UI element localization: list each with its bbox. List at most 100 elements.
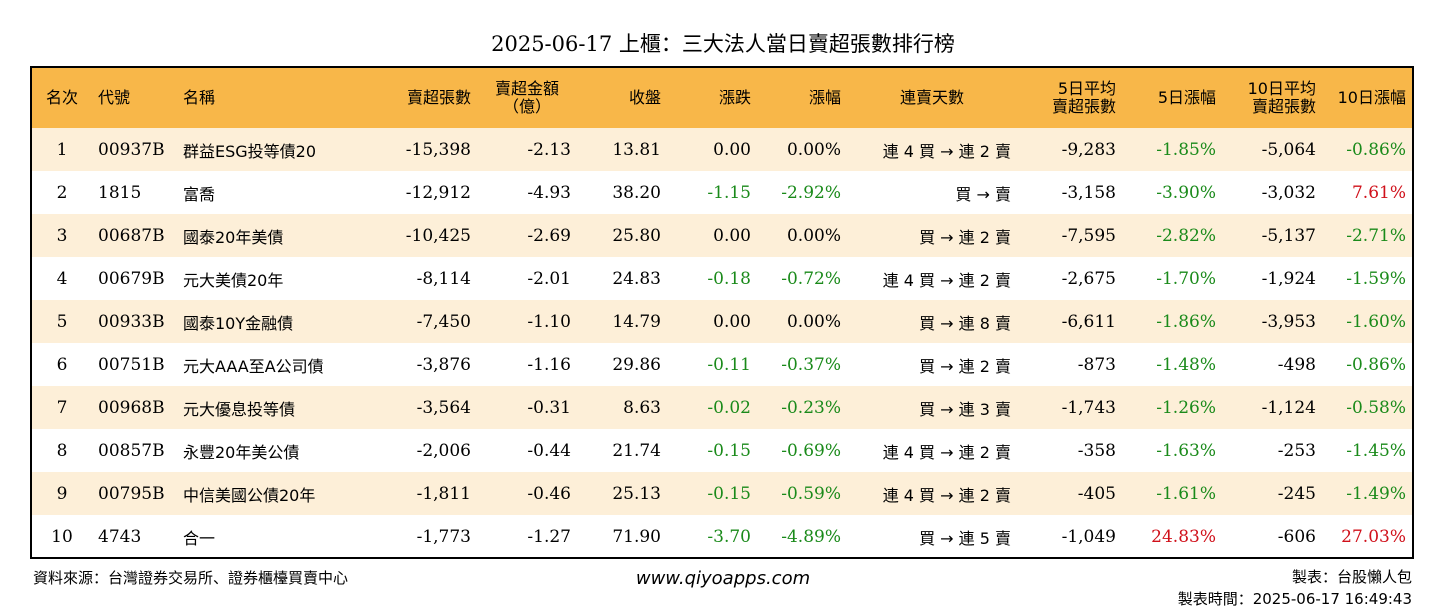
- cell-sell-amount: -0.31: [527, 397, 571, 418]
- cell-change-pct: -2.92%: [781, 182, 841, 203]
- header-avg10: 10日平均 賣超張數: [1222, 68, 1322, 128]
- cell-sell-amount: -2.13: [527, 139, 571, 160]
- cell-code: 00795B: [98, 483, 165, 504]
- footer-source: 資料來源：台灣證券交易所、證券櫃檯買賣中心: [33, 569, 349, 587]
- cell-close: 13.81: [612, 139, 661, 160]
- cell-name: 國泰10Y金融債: [183, 313, 294, 333]
- cell-change: -0.18: [707, 268, 751, 289]
- cell-change: -0.11: [707, 354, 751, 375]
- header-code: 代號: [98, 88, 131, 107]
- header-change: 漲跌: [718, 88, 751, 107]
- cell-code: 00679B: [98, 268, 165, 289]
- cell-rank: 10: [51, 526, 73, 547]
- table-row: 5 00933B 國泰10Y金融債 -7,450 -1.10 14.79 0.00 0.00%…: [32, 300, 1412, 343]
- cell-rank: 8: [56, 440, 68, 461]
- cell-streak: 連 4 買 → 連 2 賣: [882, 270, 1011, 290]
- cell-change: -0.02: [707, 397, 751, 418]
- cell-close: 29.86: [612, 354, 661, 375]
- cell-avg10: -3,032: [1261, 182, 1316, 203]
- cell-streak: 連 4 買 → 連 2 賣: [882, 442, 1011, 462]
- cell-pct10: -0.86%: [1346, 354, 1406, 375]
- header-close: 收盤: [628, 88, 661, 107]
- cell-code: 00937B: [98, 139, 165, 160]
- cell-avg5: -358: [1077, 440, 1116, 461]
- cell-pct5: 24.83%: [1151, 526, 1216, 547]
- table-row: 7 00968B 元大優息投等債 -3,564 -0.31 8.63 -0.02 -0.23%…: [32, 386, 1412, 429]
- page-title: 2025-06-17 上櫃：三大法人當日賣超張數排行榜: [491, 32, 955, 56]
- cell-code: 00857B: [98, 440, 165, 461]
- cell-rank: 4: [56, 268, 68, 289]
- cell-code: 00933B: [98, 311, 165, 332]
- cell-code: 00687B: [98, 225, 165, 246]
- cell-change: -0.15: [707, 483, 751, 504]
- cell-close: 71.90: [612, 526, 661, 547]
- cell-change: -1.15: [707, 182, 751, 203]
- cell-close: 21.74: [612, 440, 661, 461]
- header-avg10-line2: 賣超張數: [1251, 97, 1316, 116]
- cell-rank: 3: [56, 225, 68, 246]
- header-avg10-line1: 10日平均: [1247, 79, 1316, 98]
- cell-pct5: -1.48%: [1156, 354, 1216, 375]
- cell-name: 合一: [183, 528, 216, 548]
- header-rank: 名次: [45, 88, 78, 107]
- cell-avg10: -253: [1277, 440, 1316, 461]
- cell-rank: 9: [56, 483, 68, 504]
- header-sell-amount-line2: （億）: [502, 97, 551, 116]
- cell-code: 00968B: [98, 397, 165, 418]
- cell-avg5: -1,049: [1061, 526, 1116, 547]
- cell-code: 1815: [98, 182, 142, 203]
- cell-avg5: -1,743: [1061, 397, 1116, 418]
- cell-sell-volume: -3,564: [416, 397, 471, 418]
- cell-change: -3.70: [707, 526, 751, 547]
- cell-avg10: -606: [1277, 526, 1316, 547]
- cell-avg5: -6,611: [1061, 311, 1116, 332]
- cell-pct10: -1.45%: [1346, 440, 1406, 461]
- cell-change-pct: -4.89%: [781, 526, 841, 547]
- cell-name: 永豐20年美公債: [183, 442, 300, 462]
- cell-sell-volume: -10,425: [405, 225, 471, 246]
- cell-close: 25.13: [612, 483, 661, 504]
- cell-avg10: -5,137: [1261, 225, 1316, 246]
- table-header-row: 名次 代號 名稱 賣超張數 賣超金額 （億） 收盤 漲跌 漲幅 連賣天數 5日平…: [32, 68, 1412, 128]
- cell-streak: 買 → 連 3 賣: [919, 399, 1011, 419]
- table-row: 8 00857B 永豐20年美公債 -2,006 -0.44 21.74 -0.15 -0.6…: [32, 429, 1412, 472]
- cell-name: 元大AAA至A公司債: [183, 356, 324, 376]
- cell-sell-volume: -7,450: [416, 311, 471, 332]
- cell-avg5: -7,595: [1061, 225, 1116, 246]
- cell-sell-volume: -1,811: [416, 483, 471, 504]
- cell-pct10: -0.58%: [1346, 397, 1406, 418]
- cell-pct5: -1.63%: [1156, 440, 1216, 461]
- table-row: 9 00795B 中信美國公債20年 -1,811 -0.46 25.13 -0.15 -0.…: [32, 472, 1412, 515]
- cell-name: 中信美國公債20年: [183, 485, 316, 505]
- cell-sell-amount: -1.10: [527, 311, 571, 332]
- cell-sell-volume: -15,398: [405, 139, 471, 160]
- cell-streak: 買 → 賣: [955, 184, 1011, 204]
- cell-close: 25.80: [612, 225, 661, 246]
- cell-sell-amount: -0.44: [527, 440, 571, 461]
- header-streak: 連賣天數: [899, 88, 964, 107]
- ranking-table: 名次 代號 名稱 賣超張數 賣超金額 （億） 收盤 漲跌 漲幅 連賣天數 5日平…: [30, 66, 1414, 559]
- cell-pct10: -2.71%: [1346, 225, 1406, 246]
- footer-maker: 製表：台股懶人包: [1291, 568, 1412, 586]
- cell-sell-volume: -1,773: [416, 526, 471, 547]
- cell-sell-amount: -4.93: [527, 182, 571, 203]
- cell-change-pct: -0.69%: [781, 440, 841, 461]
- cell-close: 14.79: [612, 311, 661, 332]
- cell-sell-amount: -1.16: [527, 354, 571, 375]
- cell-sell-amount: -2.69: [527, 225, 571, 246]
- header-pct10: 10日漲幅: [1337, 88, 1406, 107]
- cell-sell-amount: -2.01: [527, 268, 571, 289]
- cell-change-pct: 0.00%: [786, 139, 841, 160]
- cell-sell-volume: -12,912: [405, 182, 471, 203]
- cell-pct5: -1.70%: [1156, 268, 1216, 289]
- header-avg5-line2: 賣超張數: [1051, 97, 1116, 116]
- cell-streak: 買 → 連 2 賣: [919, 356, 1011, 376]
- table-row: 2 1815 富喬 -12,912 -4.93 38.20 -1.15 -2.92% 買 → 賣…: [32, 171, 1412, 214]
- header-sell-volume: 賣超張數: [406, 88, 471, 107]
- cell-pct5: -1.86%: [1156, 311, 1216, 332]
- table-row: 6 00751B 元大AAA至A公司債 -3,876 -1.16 29.86 -0.11 -0…: [32, 343, 1412, 386]
- cell-avg5: -873: [1077, 354, 1116, 375]
- cell-pct10: 27.03%: [1341, 526, 1406, 547]
- cell-streak: 連 4 買 → 連 2 賣: [882, 485, 1011, 505]
- cell-rank: 5: [56, 311, 68, 332]
